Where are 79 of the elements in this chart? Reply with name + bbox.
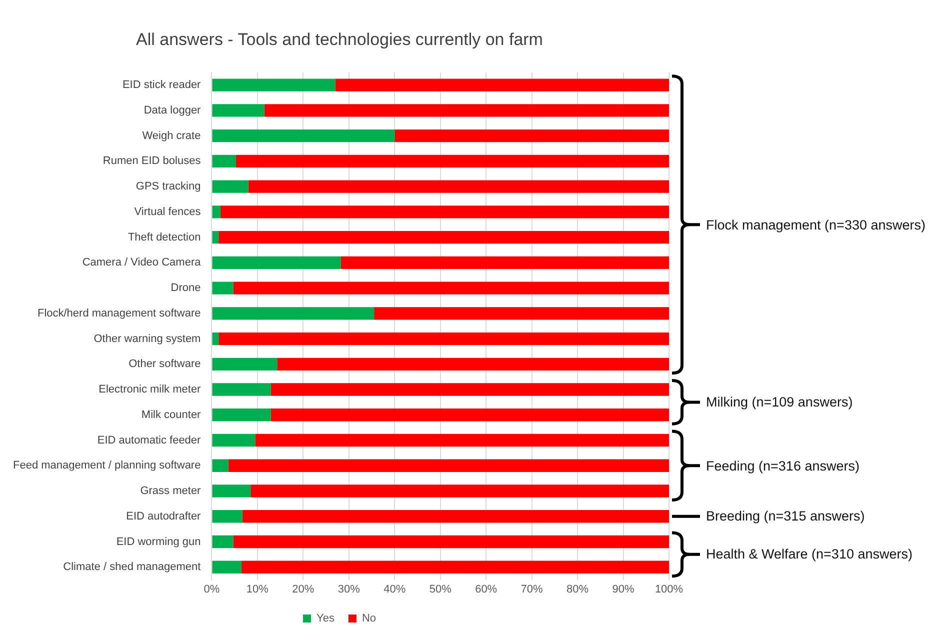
- bar: [250, 484, 669, 498]
- y-tick-label: Rumen EID boluses: [102, 155, 202, 168]
- y-tick-label: Other warning system: [94, 332, 201, 345]
- y-tick-label: Data logger: [144, 104, 202, 116]
- bar: [218, 230, 669, 244]
- bar: [233, 535, 669, 548]
- y-tick-label: Other software: [128, 358, 201, 370]
- bar: [277, 358, 669, 370]
- y-tick-label: Feed management / planning software: [12, 460, 201, 472]
- y-tick-label: Theft detection: [128, 231, 201, 244]
- y-tick-label: Flock/herd management software: [37, 307, 201, 320]
- bar: [212, 459, 228, 472]
- legend-label: No: [362, 612, 376, 625]
- bar: [241, 560, 669, 574]
- y-tick-label: Grass meter: [140, 485, 202, 498]
- y-tick-label: Electronic milk meter: [98, 384, 202, 396]
- bar: [212, 78, 336, 92]
- y-tick-label: GPS tracking: [136, 180, 201, 193]
- bar: [212, 206, 220, 218]
- bar: [242, 510, 669, 523]
- y-tick-label: Camera / Video Camera: [82, 256, 202, 269]
- bar: [212, 230, 219, 244]
- y-tick-label: Weigh crate: [142, 130, 201, 142]
- x-tick-label: 90%: [612, 583, 634, 596]
- bar: [212, 560, 242, 574]
- y-tick-label: Climate / shed management: [63, 561, 201, 574]
- text: Milking (n=109 answers): [706, 394, 853, 410]
- bar: [248, 180, 669, 193]
- y-tick-label: Drone: [170, 282, 201, 294]
- x-tick-label: 40%: [384, 583, 406, 596]
- text: Health & Welfare (n=310 answers): [706, 546, 912, 562]
- bar: [212, 129, 395, 142]
- y-tick-label: EID automatic feeder: [97, 434, 202, 446]
- y-tick-label: Virtual fences: [134, 206, 202, 218]
- bar: [212, 358, 278, 370]
- bar: [270, 408, 669, 422]
- bar: [335, 78, 669, 92]
- y-tick-label: Milk counter: [141, 408, 202, 421]
- bar: [212, 510, 242, 523]
- chart-title: All answers - Tools and technologies currently on farm: [136, 30, 543, 49]
- bar: [212, 535, 234, 548]
- bar: [255, 434, 669, 447]
- bar: [270, 383, 669, 396]
- bar: [233, 282, 669, 294]
- x-tick-label: 100%: [654, 583, 684, 596]
- y-tick-label: EID autodrafter: [126, 510, 202, 522]
- bar: [212, 408, 271, 422]
- x-tick-label: 50%: [429, 583, 452, 596]
- bar: [212, 332, 219, 346]
- bar: [212, 282, 234, 294]
- bar: [236, 154, 669, 168]
- text: Flock management (n=330 answers): [706, 217, 926, 232]
- x-tick-label: 0%: [204, 583, 220, 596]
- y-tick-label: EID worming gun: [116, 536, 201, 548]
- bar: [218, 332, 669, 346]
- legend-label: Yes: [316, 612, 335, 625]
- bar: [212, 383, 271, 396]
- x-tick-label: 80%: [566, 583, 589, 596]
- x-tick-label: 70%: [520, 583, 544, 596]
- text: Feeding (n=316 answers): [706, 458, 860, 474]
- x-tick-label: 10%: [246, 583, 269, 596]
- bar: [374, 307, 669, 320]
- bar: [394, 129, 669, 142]
- x-tick-label: 60%: [475, 583, 498, 596]
- bar: [220, 206, 669, 218]
- bar: [212, 307, 374, 320]
- bar: [264, 104, 669, 117]
- bar: [212, 154, 236, 168]
- bar: [212, 484, 251, 498]
- text: Breeding (n=315 answers): [706, 508, 865, 524]
- y-tick-label: EID stick reader: [122, 79, 202, 92]
- bar: [212, 434, 256, 447]
- bar: [340, 256, 669, 270]
- bar: [212, 180, 248, 193]
- bar: [228, 459, 669, 472]
- x-tick-label: 20%: [292, 583, 314, 596]
- bar: [212, 104, 264, 117]
- bar: [212, 256, 341, 270]
- x-tick-label: 30%: [338, 583, 360, 596]
